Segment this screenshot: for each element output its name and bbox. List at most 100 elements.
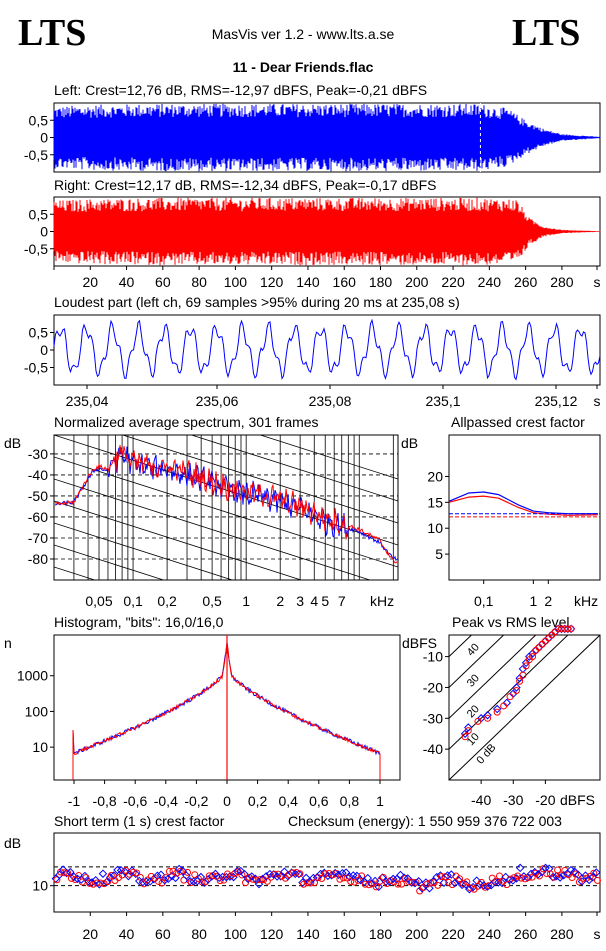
peak-rms-left-point <box>566 624 576 634</box>
loudest-signal <box>53 318 601 381</box>
short-term-xtick-label: 100 <box>224 926 248 942</box>
short-term-right-point <box>289 869 297 877</box>
short-term-right-point <box>528 873 536 881</box>
peak-rms-x-unit: dBFS <box>560 792 595 808</box>
left-waveform-ytick-label: 0,5 <box>29 112 49 128</box>
short-term-right-point <box>187 879 195 887</box>
crest-left-line <box>448 491 598 515</box>
short-term-left-point <box>341 868 351 877</box>
short-term-right-point <box>162 874 170 882</box>
short-term-right-point <box>307 879 315 887</box>
short-term-right-point <box>191 871 199 879</box>
right-waveform-xtick-label: 120 <box>260 274 284 290</box>
right-waveform-xtick-label: 140 <box>296 274 320 290</box>
short-term-right-point <box>372 883 380 891</box>
short-term-right-point <box>202 878 210 886</box>
spectrum-ytick-label: -40 <box>28 467 48 483</box>
peak-rms-left-point <box>534 643 544 652</box>
histogram-xtick-label: -1 <box>68 793 81 809</box>
short-term-right-point <box>557 871 565 879</box>
histogram-xtick-label: 0,8 <box>340 793 360 809</box>
short-term-left-point <box>66 867 75 877</box>
peak-rms-left-point <box>528 649 537 658</box>
peak-rms-left-point <box>460 729 470 738</box>
peak-rms-right-point <box>461 733 469 741</box>
peak-rms-left-point <box>509 689 518 698</box>
right-waveform-ytick-label: -0,5 <box>24 241 48 257</box>
short-term-right-point <box>205 872 213 880</box>
short-term-xtick-label: 160 <box>333 926 357 942</box>
histogram-xtick-label: -0,6 <box>123 793 147 809</box>
loudest-xtick-label: 235,06 <box>196 393 239 409</box>
short-term-right-point <box>394 880 402 888</box>
peak-rms-left-point <box>502 698 512 708</box>
short-term-right-point <box>466 884 474 892</box>
right-waveform-xtick-label: 100 <box>224 274 248 290</box>
loudest-part-title: Loudest part (left ch, 69 samples >95% d… <box>54 294 460 310</box>
peak-rms-right-point <box>522 662 530 670</box>
app-title: MasVis ver 1.2 - www.lts.a.se <box>212 26 395 42</box>
peak-rms-xtick-label: -20 <box>535 792 555 808</box>
peak-rms-left-point <box>476 714 486 723</box>
loudest-ytick-label: 0 <box>40 342 48 358</box>
spectrum-slope-line <box>259 435 398 480</box>
short-term-right-point <box>427 879 435 887</box>
short-term-right-point <box>358 872 366 880</box>
histogram-xtick-label: 1 <box>376 793 384 809</box>
short-term-right-point <box>285 871 293 879</box>
right-waveform-xtick-label: 260 <box>514 274 538 290</box>
short-term-right-point <box>169 867 177 875</box>
right-waveform-xtick-label: 280 <box>550 274 574 290</box>
short-term-right-point <box>107 871 115 879</box>
short-term-right-point <box>249 875 257 883</box>
spectrum-xtick-label: 1 <box>242 593 250 609</box>
short-term-right-point <box>488 874 496 882</box>
short-term-right-point <box>133 869 141 877</box>
short-term-right-point <box>510 874 518 882</box>
short-term-left-point <box>566 865 576 875</box>
peak-rms-diagonal <box>449 635 537 719</box>
loudest-xtick-label: s <box>594 393 601 409</box>
short-term-right-point <box>310 879 318 887</box>
histogram-y-unit: n <box>4 635 12 651</box>
right-waveform-ytick-label: 0 <box>40 224 48 240</box>
spectrum-xtick-label: 0,5 <box>202 593 222 609</box>
spectrum-x-unit: kHz <box>370 593 394 609</box>
spectrum-right-line <box>54 445 398 564</box>
short-term-left-point <box>414 877 423 886</box>
spectrum-slope-line <box>54 655 398 765</box>
short-term-right-point <box>238 871 246 879</box>
short-term-xtick-label: 120 <box>260 926 284 942</box>
histogram-ytick-label: 1000 <box>17 668 48 684</box>
peak-rms-frame <box>448 634 601 781</box>
left-waveform-ytick-label: 0 <box>40 130 48 146</box>
short-term-xtick-label: 60 <box>155 926 171 942</box>
short-term-right-point <box>554 866 562 874</box>
short-term-title: Short term (1 s) crest factor <box>54 813 225 829</box>
right-waveform-ytick-label: 0,5 <box>29 206 49 222</box>
spectrum-slope-line <box>54 544 165 580</box>
short-term-left-point <box>98 869 108 878</box>
short-term-right-point <box>180 876 188 884</box>
left-waveform-title: Left: Crest=12,76 dB, RMS=-12,97 dBFS, P… <box>54 82 427 98</box>
short-term-right-point <box>405 878 413 886</box>
peak-rms-left-point <box>547 630 557 640</box>
peak-rms-right-point <box>512 687 520 695</box>
right-waveform-xtick-label: s <box>594 274 601 290</box>
loudest-xtick-label: 235,08 <box>309 393 352 409</box>
spectrum-ytick-label: -50 <box>28 488 48 504</box>
right-waveform-signal <box>53 197 601 266</box>
spectrum-slope-line <box>54 522 234 580</box>
short-term-right-point <box>496 872 504 880</box>
peak-rms-left-point <box>464 723 473 732</box>
peak-rms-xtick-label: -30 <box>503 792 523 808</box>
short-term-left-point <box>592 868 601 877</box>
peak-rms-diagonals <box>449 635 600 780</box>
short-term-left-point <box>51 874 61 883</box>
short-term-left-point <box>153 871 162 880</box>
short-term-right-point <box>154 877 162 885</box>
short-term-right-point <box>521 875 529 883</box>
histogram-xtick-label: 0,6 <box>309 793 329 809</box>
file-title: 11 - Dear Friends.flac <box>233 59 374 75</box>
crest-x-unit: kHz <box>574 593 598 609</box>
